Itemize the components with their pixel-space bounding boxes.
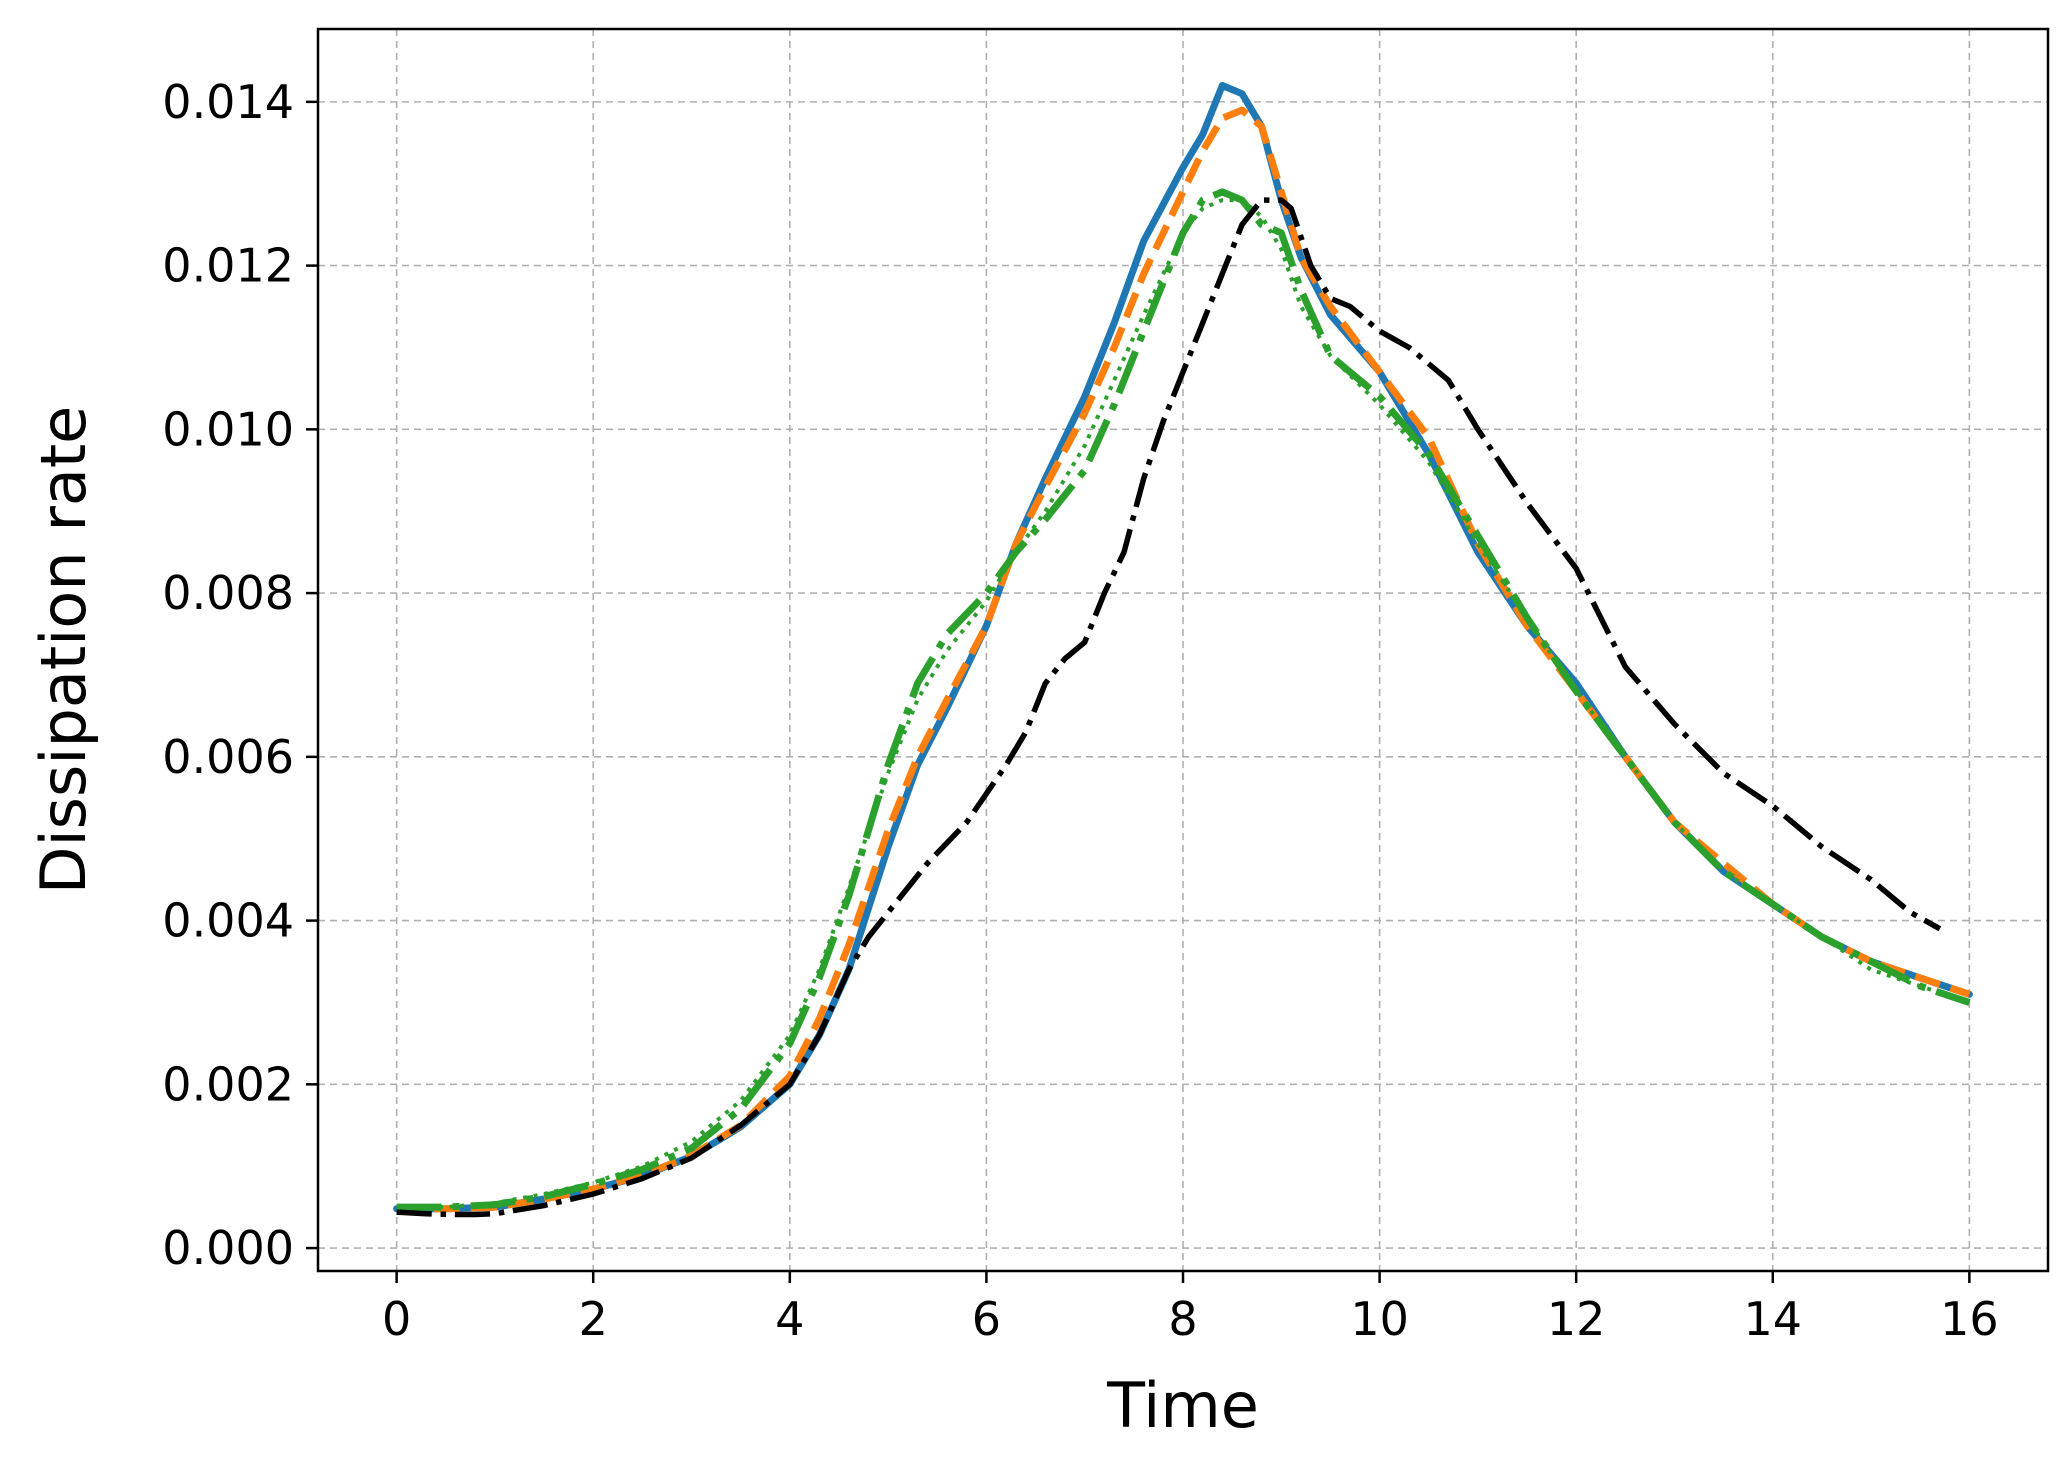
x-tick-label: 4 (775, 1292, 804, 1346)
y-tick-label: 0.014 (162, 75, 294, 129)
y-tick-label: 0.000 (162, 1221, 294, 1275)
y-tick-label: 0.012 (162, 239, 294, 293)
x-tick-label: 0 (382, 1292, 411, 1346)
y-tick-label: 0.008 (162, 566, 294, 620)
x-tick-label: 16 (1940, 1292, 1999, 1346)
series-line-5 (396, 197, 1942, 1218)
x-axis-label: Time (1106, 1369, 1259, 1442)
y-tick-label: 0.002 (162, 1057, 294, 1111)
series-line-4 (396, 198, 1971, 1210)
x-tick-label: 6 (972, 1292, 1001, 1346)
series-layer (393, 82, 1973, 1218)
x-tick-label: 2 (579, 1292, 608, 1346)
y-axis-label: Dissipation rate (27, 406, 100, 895)
y-tick-label: 0.004 (162, 894, 294, 948)
series-line-2 (396, 106, 1971, 1213)
grid-layer (318, 29, 2048, 1271)
x-tick-label: 10 (1350, 1292, 1409, 1346)
x-tick-label: 12 (1547, 1292, 1606, 1346)
tick-layer: 0 2 4 6 8 10 12 14 16 0.000 0.002 0.004 0.006 0.008 0.… (162, 75, 1998, 1346)
y-tick-label: 0.010 (162, 402, 294, 456)
y-tick-label: 0.006 (162, 730, 294, 784)
x-tick-label: 14 (1743, 1292, 1802, 1346)
x-tick-label: 8 (1168, 1292, 1197, 1346)
